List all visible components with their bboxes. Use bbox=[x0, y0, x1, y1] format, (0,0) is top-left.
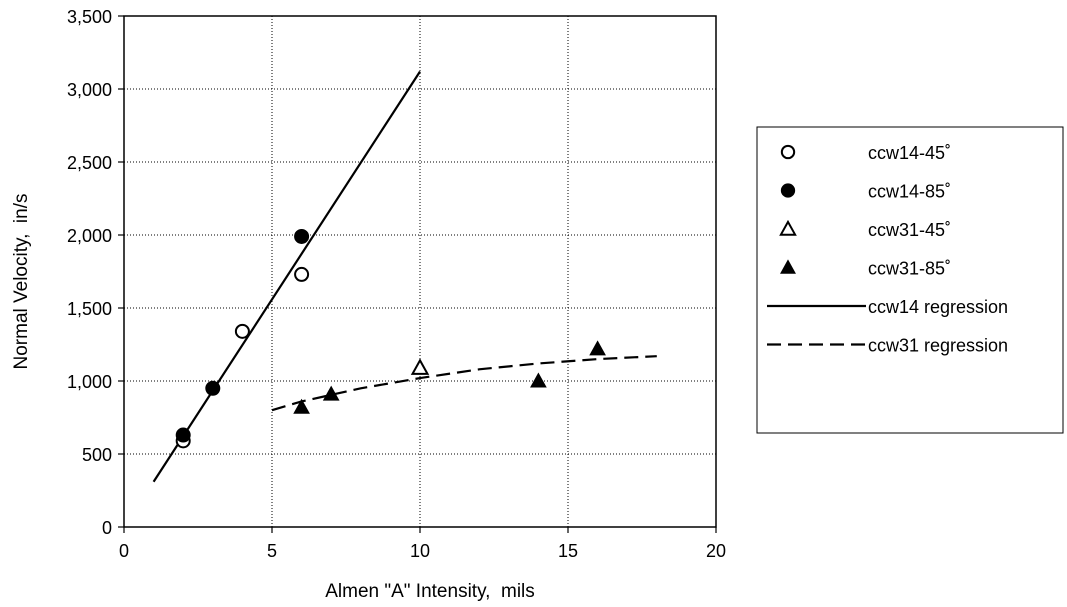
x-tick-label: 5 bbox=[267, 541, 277, 561]
legend-box bbox=[757, 127, 1063, 433]
legend-label: ccw14-45˚ bbox=[868, 143, 951, 163]
x-axis-title: Almen "A" Intensity, mils bbox=[325, 581, 535, 602]
grid bbox=[124, 16, 716, 527]
legend-label: ccw14-85˚ bbox=[868, 182, 951, 202]
ccw14-regression-line bbox=[154, 71, 420, 481]
data-points bbox=[176, 229, 605, 447]
ccw31-85-point bbox=[531, 374, 546, 388]
ccw14-85-point bbox=[295, 229, 309, 243]
regression-lines bbox=[154, 71, 657, 481]
y-tick-label: 2,000 bbox=[67, 226, 112, 246]
y-tick-label: 1,500 bbox=[67, 299, 112, 319]
x-tick-label: 15 bbox=[558, 541, 578, 561]
legend-swatch-ccw14-85 bbox=[781, 184, 794, 197]
ccw14-85-point bbox=[176, 428, 190, 442]
legend-label: ccw31-45˚ bbox=[868, 220, 951, 240]
legend-label: ccw31 regression bbox=[868, 336, 1008, 356]
ccw31-regression-line bbox=[272, 356, 657, 410]
ccw14-45-point bbox=[295, 268, 308, 281]
ccw31-85-point bbox=[294, 400, 309, 414]
x-tick-label: 0 bbox=[119, 541, 129, 561]
y-tick-label: 0 bbox=[102, 518, 112, 538]
y-tick-label: 1,000 bbox=[67, 372, 112, 392]
x-tick-label: 20 bbox=[706, 541, 726, 561]
y-tick-label: 3,500 bbox=[67, 7, 112, 27]
ccw31-45-point bbox=[413, 360, 428, 374]
y-axis-title: Normal Velocity, in/s bbox=[11, 194, 32, 370]
x-tick-label: 10 bbox=[410, 541, 430, 561]
legend-label: ccw31-85˚ bbox=[868, 259, 951, 279]
ccw14-85-point bbox=[206, 381, 220, 395]
ccw31-85-point bbox=[590, 341, 605, 355]
y-tick-label: 3,000 bbox=[67, 80, 112, 100]
y-tick-label: 500 bbox=[82, 445, 112, 465]
legend-label: ccw14 regression bbox=[868, 297, 1008, 317]
legend: ccw14-45˚ ccw14-85˚ ccw31-45˚ ccw31-85˚ ccw1… bbox=[757, 127, 1063, 433]
y-tick-label: 2,500 bbox=[67, 153, 112, 173]
legend-swatch-ccw14-45 bbox=[782, 146, 794, 158]
axis-ticks: 0 500 1,000 1,500 2,000 2,500 3,000 3,500 0 5 10 15… bbox=[67, 7, 726, 561]
ccw14-45-point bbox=[236, 325, 249, 338]
